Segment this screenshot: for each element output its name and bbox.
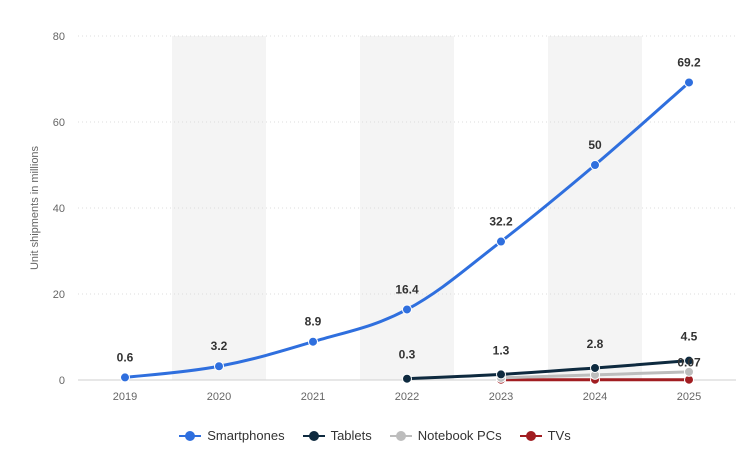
legend-dot [395, 430, 406, 441]
x-tick-label: 2024 [583, 391, 607, 403]
series-group [120, 77, 694, 385]
y-tick-label: 0 [59, 375, 65, 387]
x-tick-label: 2025 [677, 391, 701, 403]
legend-dot [525, 430, 536, 441]
legend-item-notebook-pcs[interactable]: Notebook PCs [389, 428, 502, 443]
data-label-tablets: 1.3 [493, 343, 510, 357]
legend-item-smartphones[interactable]: Smartphones [179, 428, 285, 443]
data-labels: 0.6 3.2 8.9 16.4 32.2 50 69.2 0.3 1.3 2.8 4.5 0.07 [117, 55, 701, 369]
x-axis-ticks: 2019 2020 2021 2022 2023 2024 2025 [113, 391, 701, 403]
data-point-smartphones [590, 160, 600, 170]
data-point-tablets [684, 355, 694, 366]
legend-item-tablets[interactable]: Tablets [302, 428, 372, 443]
x-tick-label: 2020 [207, 391, 231, 403]
data-label-tablets: 4.5 [681, 330, 698, 344]
data-label-smartphones: 8.9 [305, 315, 322, 329]
data-point-tablets [590, 362, 600, 373]
data-label-smartphones: 50 [588, 138, 602, 152]
legend-label: Tablets [330, 428, 372, 443]
series-line-tablets [405, 359, 691, 381]
data-point-smartphones [402, 304, 412, 315]
data-point-smartphones [308, 336, 318, 347]
x-tick-label: 2022 [395, 391, 419, 403]
legend-dot [308, 430, 319, 441]
data-label-tablets: 2.8 [587, 337, 604, 351]
legend: Smartphones Tablets Notebook PCs TVs [0, 428, 750, 443]
data-label-smartphones: 16.4 [395, 282, 419, 296]
data-label-smartphones: 32.2 [489, 215, 513, 229]
legend-marker-icon [389, 430, 412, 441]
x-tick-label: 2023 [489, 391, 513, 403]
y-tick-label: 80 [53, 31, 65, 43]
y-tick-label: 60 [53, 117, 65, 129]
legend-marker-icon [302, 430, 325, 441]
data-point-tablets [402, 373, 412, 384]
y-axis-ticks: 0 20 40 60 80 [53, 31, 65, 387]
legend-dot [185, 430, 196, 441]
x-tick-label: 2019 [113, 391, 137, 403]
data-point-smartphones [496, 236, 506, 247]
data-point-smartphones [684, 77, 694, 88]
legend-label: Notebook PCs [417, 428, 502, 443]
data-label-smartphones: 69.2 [677, 55, 701, 69]
legend-label: Smartphones [207, 428, 285, 443]
legend-item-tvs[interactable]: TVs [519, 428, 571, 443]
x-tick-label: 2021 [301, 391, 325, 403]
data-label-tvs: 0.07 [677, 356, 701, 370]
data-point-tablets [496, 369, 506, 380]
data-label-smartphones: 0.6 [117, 350, 134, 364]
legend-label: TVs [547, 428, 571, 443]
data-point-notebook-pcs [684, 366, 694, 377]
legend-marker-icon [519, 430, 542, 441]
data-point-smartphones [120, 372, 130, 383]
y-tick-label: 20 [53, 289, 65, 301]
data-point-smartphones [214, 361, 224, 372]
data-label-tablets: 0.3 [399, 348, 416, 362]
y-axis-label: Unit shipments in millions [29, 145, 41, 270]
legend-marker-icon [179, 430, 202, 441]
data-label-smartphones: 3.2 [211, 339, 228, 353]
y-tick-label: 40 [53, 203, 65, 215]
